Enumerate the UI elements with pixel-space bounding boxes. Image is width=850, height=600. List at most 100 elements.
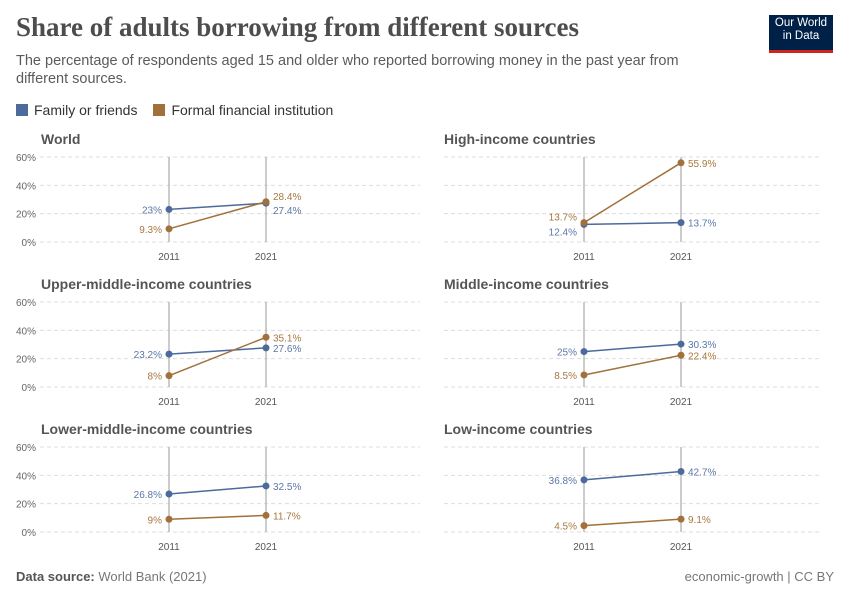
chart-title: Share of adults borrowing from different…	[16, 12, 579, 42]
y-tick-label: 40%	[16, 181, 36, 192]
panel-title: Low-income countries	[444, 421, 593, 437]
data-label: 55.9%	[688, 159, 716, 170]
y-tick-label: 0%	[22, 238, 37, 249]
y-tick-label: 20%	[16, 355, 36, 366]
data-label: 9.3%	[139, 225, 162, 236]
x-tick-label: 2011	[573, 542, 595, 553]
data-label: 32.5%	[273, 482, 301, 493]
data-label: 23.2%	[134, 350, 162, 361]
legend-item-family[interactable]: Family or friends	[16, 102, 137, 118]
data-label: 27.6%	[273, 344, 301, 355]
data-point	[677, 515, 685, 523]
series-line-formal	[168, 201, 267, 230]
data-point	[165, 372, 173, 380]
data-point	[677, 159, 685, 167]
panel-title: World	[41, 131, 80, 147]
data-label: 12.4%	[549, 227, 577, 238]
data-source: Data source: World Bank (2021)	[16, 569, 207, 584]
panel-title: Upper-middle-income countries	[41, 276, 252, 292]
data-point	[677, 219, 685, 227]
data-point	[262, 482, 270, 490]
x-tick-label: 2011	[158, 252, 180, 263]
data-point	[580, 476, 588, 484]
series-line-formal	[583, 354, 682, 376]
legend-label: Family or friends	[34, 102, 138, 118]
y-tick-label: 0%	[22, 528, 37, 539]
series-line-formal	[168, 514, 267, 520]
x-tick-label: 2011	[573, 397, 595, 408]
source-link[interactable]: World Bank (2021)	[98, 569, 207, 584]
data-label: 9%	[148, 515, 163, 526]
series-line-family	[583, 221, 682, 226]
panel-title: Lower-middle-income countries	[41, 421, 253, 437]
series-line-family	[168, 202, 267, 211]
data-point	[165, 490, 173, 498]
chart-subtitle: The percentage of respondents aged 15 an…	[16, 53, 679, 87]
data-label: 27.4%	[273, 206, 301, 217]
data-label: 35.1%	[273, 333, 301, 344]
data-point	[580, 371, 588, 379]
x-tick-label: 2021	[255, 542, 278, 553]
data-point	[580, 219, 588, 227]
data-point	[677, 340, 685, 348]
panel-title: Middle-income countries	[444, 276, 609, 292]
x-tick-label: 2011	[158, 542, 180, 553]
data-label: 36.8%	[549, 476, 577, 487]
legend: Family or friends Formal financial insti…	[16, 102, 333, 118]
legend-label: Formal financial institution	[171, 102, 334, 118]
legend-swatch-family	[16, 104, 28, 116]
x-tick-label: 2021	[670, 252, 693, 263]
data-label: 23%	[142, 205, 162, 216]
data-point	[262, 344, 270, 352]
series-line-family	[168, 485, 267, 495]
data-label: 8%	[148, 372, 163, 383]
y-tick-label: 40%	[16, 326, 36, 337]
x-tick-label: 2021	[670, 397, 693, 408]
data-point	[165, 205, 173, 213]
series-line-formal	[583, 518, 682, 527]
data-point	[677, 468, 685, 476]
y-tick-label: 20%	[16, 210, 36, 221]
y-tick-label: 20%	[16, 500, 36, 511]
data-label: 4.5%	[554, 522, 577, 533]
license-info[interactable]: economic-growth | CC BY	[684, 569, 834, 584]
legend-swatch-formal	[153, 104, 166, 116]
data-point	[165, 225, 173, 233]
data-label: 30.3%	[688, 340, 716, 351]
data-label: 28.4%	[273, 192, 301, 203]
x-tick-label: 2011	[158, 397, 180, 408]
data-label: 13.7%	[688, 219, 716, 230]
data-point	[165, 350, 173, 358]
panel-title: High-income countries	[444, 131, 596, 147]
y-tick-label: 60%	[16, 443, 36, 454]
series-line-family	[583, 343, 682, 353]
data-label: 13.7%	[549, 213, 577, 224]
data-label: 22.4%	[688, 351, 716, 362]
y-tick-label: 0%	[22, 383, 37, 394]
data-point	[165, 515, 173, 523]
x-tick-label: 2011	[573, 252, 595, 263]
x-tick-label: 2021	[255, 252, 278, 263]
source-label: Data source:	[16, 569, 95, 584]
data-label: 42.7%	[688, 468, 716, 479]
x-tick-label: 2021	[255, 397, 278, 408]
data-label: 11.7%	[273, 511, 301, 522]
data-point	[262, 198, 270, 206]
owid-logo[interactable]: Our World in Data	[769, 15, 833, 53]
data-point	[677, 351, 685, 359]
y-tick-label: 60%	[16, 298, 36, 309]
data-point	[262, 333, 270, 341]
data-label: 9.1%	[688, 515, 711, 526]
data-label: 8.5%	[554, 371, 577, 382]
y-tick-label: 60%	[16, 153, 36, 164]
y-tick-label: 40%	[16, 471, 36, 482]
x-tick-label: 2021	[670, 542, 693, 553]
data-point	[580, 522, 588, 530]
series-line-family	[583, 470, 682, 481]
series-line-formal	[168, 336, 267, 377]
legend-item-formal[interactable]: Formal financial institution	[153, 102, 333, 118]
series-line-formal	[583, 162, 682, 224]
data-label: 26.8%	[134, 490, 162, 501]
data-label: 25%	[557, 348, 577, 359]
